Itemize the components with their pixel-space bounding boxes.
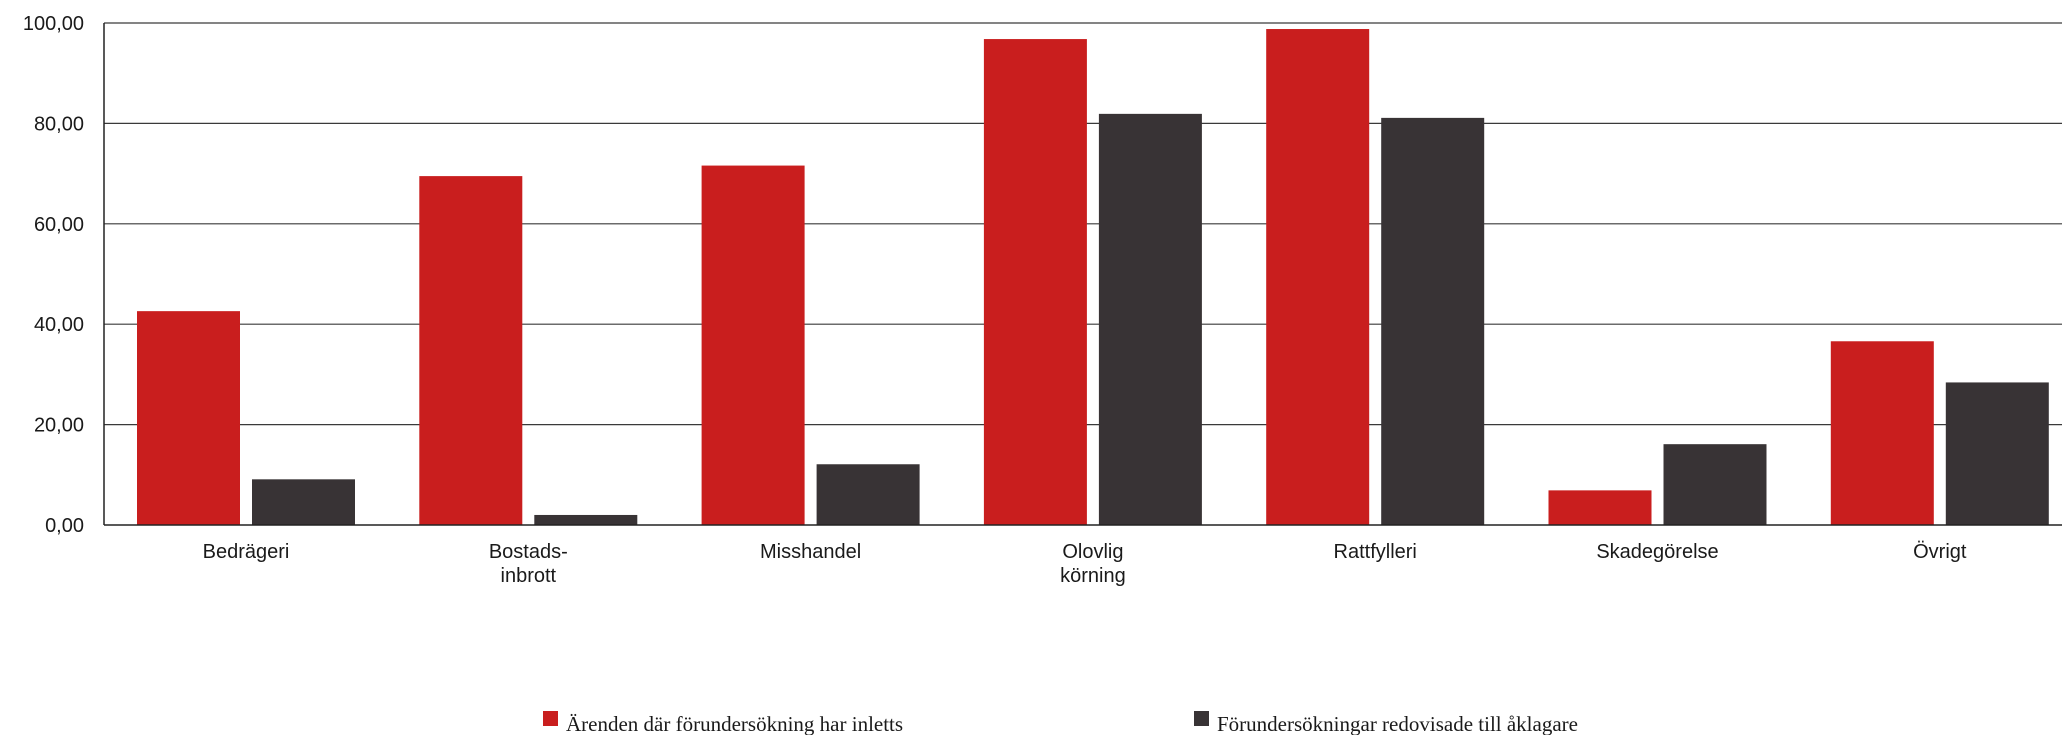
bar	[701, 165, 805, 525]
bar	[1266, 29, 1370, 526]
legend: Ärenden där förundersökning har inletts F…	[543, 711, 1578, 735]
bar	[983, 39, 1087, 526]
x-tick-label: Bostads-inbrott	[489, 541, 568, 587]
bar	[816, 464, 920, 525]
x-tick-label-line: Rattfylleri	[1334, 541, 1417, 563]
x-tick-label-line: Bedrägeri	[203, 541, 290, 563]
legend-label: Ärenden där förundersökning har inletts	[566, 712, 903, 735]
axes	[103, 23, 2062, 526]
x-tick-label-line: körning	[1060, 565, 1126, 587]
bar	[1663, 444, 1767, 525]
x-tick-label: Skadegörelse	[1596, 541, 1718, 563]
x-tick-label: Rattfylleri	[1334, 541, 1417, 563]
bar	[1945, 382, 2049, 525]
x-tick-label-line: Bostads-	[489, 541, 568, 563]
bar	[1830, 341, 1934, 525]
y-tick-label: 60,00	[34, 214, 84, 236]
bar	[534, 514, 638, 525]
x-tick-label: Övrigt	[1913, 541, 1967, 563]
x-tick-label: Olovlig körning	[1060, 541, 1126, 587]
legend-swatch	[543, 711, 558, 726]
bar	[252, 479, 355, 525]
x-tick-label: Bedrägeri	[203, 541, 290, 563]
bar	[1381, 117, 1485, 526]
y-tick-label: 0,00	[45, 515, 84, 537]
bar	[1548, 490, 1652, 525]
y-tick-label: 20,00	[34, 415, 84, 437]
y-tick-label: 80,00	[34, 113, 84, 135]
bar	[137, 311, 240, 525]
bar	[419, 176, 523, 526]
x-tick-label-line: Olovlig	[1062, 541, 1123, 563]
x-tick-label: Misshandel	[760, 541, 861, 563]
y-axis-ticks: 0,00 20,00 40,00 60,00 80,00 100,00	[23, 13, 84, 537]
legend-swatch	[1194, 711, 1209, 726]
y-tick-label: 40,00	[34, 314, 84, 336]
legend-label: Förundersökningar redovisade till åklaga…	[1217, 712, 1578, 735]
x-axis-ticks: Bedrägeri Bostads-inbrott Misshandel Olovli…	[203, 541, 1967, 587]
x-tick-label-line: Skadegörelse	[1596, 541, 1718, 563]
y-tick-label: 100,00	[23, 13, 84, 35]
x-tick-label-line: inbrott	[501, 565, 557, 587]
x-tick-label-line: Övrigt	[1913, 541, 1967, 563]
bars	[137, 29, 2049, 526]
bar	[1098, 113, 1202, 525]
x-tick-label-line: Misshandel	[760, 541, 861, 563]
